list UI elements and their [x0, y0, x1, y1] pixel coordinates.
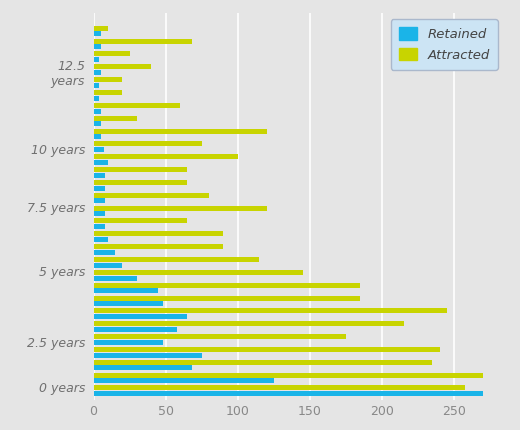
- Bar: [94, 70, 101, 75]
- Bar: [94, 90, 122, 95]
- Bar: [94, 301, 163, 306]
- Bar: [94, 186, 105, 190]
- Bar: [94, 26, 108, 31]
- Bar: [94, 378, 274, 383]
- Bar: [94, 147, 103, 152]
- Bar: [94, 334, 346, 339]
- Bar: [94, 263, 122, 268]
- Bar: [94, 314, 187, 319]
- Bar: [94, 295, 360, 301]
- Bar: [94, 385, 465, 390]
- Bar: [94, 108, 101, 114]
- Bar: [94, 134, 101, 139]
- Text: 12.5
years: 12.5 years: [50, 60, 85, 88]
- Bar: [94, 44, 101, 49]
- Bar: [94, 52, 129, 56]
- Text: 10 years: 10 years: [31, 144, 85, 157]
- Bar: [94, 373, 483, 378]
- Bar: [94, 391, 483, 396]
- Bar: [94, 103, 180, 108]
- Bar: [94, 77, 122, 82]
- Bar: [94, 224, 105, 229]
- Bar: [94, 206, 267, 211]
- Bar: [94, 83, 99, 88]
- Bar: [94, 121, 101, 126]
- Bar: [94, 353, 202, 358]
- Bar: [94, 218, 187, 224]
- Bar: [94, 173, 105, 178]
- Legend: Retained, Attracted: Retained, Attracted: [391, 19, 498, 70]
- Bar: [94, 211, 105, 216]
- Bar: [94, 244, 223, 249]
- Bar: [94, 283, 360, 288]
- Bar: [94, 167, 187, 172]
- Bar: [94, 327, 177, 332]
- Bar: [94, 193, 209, 198]
- Bar: [94, 141, 202, 146]
- Bar: [94, 257, 259, 262]
- Bar: [94, 116, 137, 121]
- Bar: [94, 231, 223, 236]
- Bar: [94, 308, 447, 313]
- Bar: [94, 154, 238, 159]
- Bar: [94, 360, 432, 365]
- Bar: [94, 39, 191, 43]
- Bar: [94, 289, 159, 293]
- Bar: [94, 340, 163, 345]
- Bar: [94, 160, 108, 165]
- Text: 2.5 years: 2.5 years: [27, 337, 85, 350]
- Bar: [94, 180, 187, 185]
- Bar: [94, 250, 115, 255]
- Bar: [94, 237, 108, 242]
- Bar: [94, 270, 303, 275]
- Bar: [94, 276, 137, 280]
- Bar: [94, 31, 101, 37]
- Bar: [94, 199, 105, 203]
- Bar: [94, 129, 267, 133]
- Text: 0 years: 0 years: [38, 382, 85, 395]
- Bar: [94, 347, 439, 352]
- Bar: [94, 96, 99, 101]
- Bar: [94, 321, 404, 326]
- Bar: [94, 64, 151, 69]
- Text: 7.5 years: 7.5 years: [27, 202, 85, 215]
- Bar: [94, 366, 191, 371]
- Text: 5 years: 5 years: [38, 266, 85, 279]
- Bar: [94, 57, 99, 62]
